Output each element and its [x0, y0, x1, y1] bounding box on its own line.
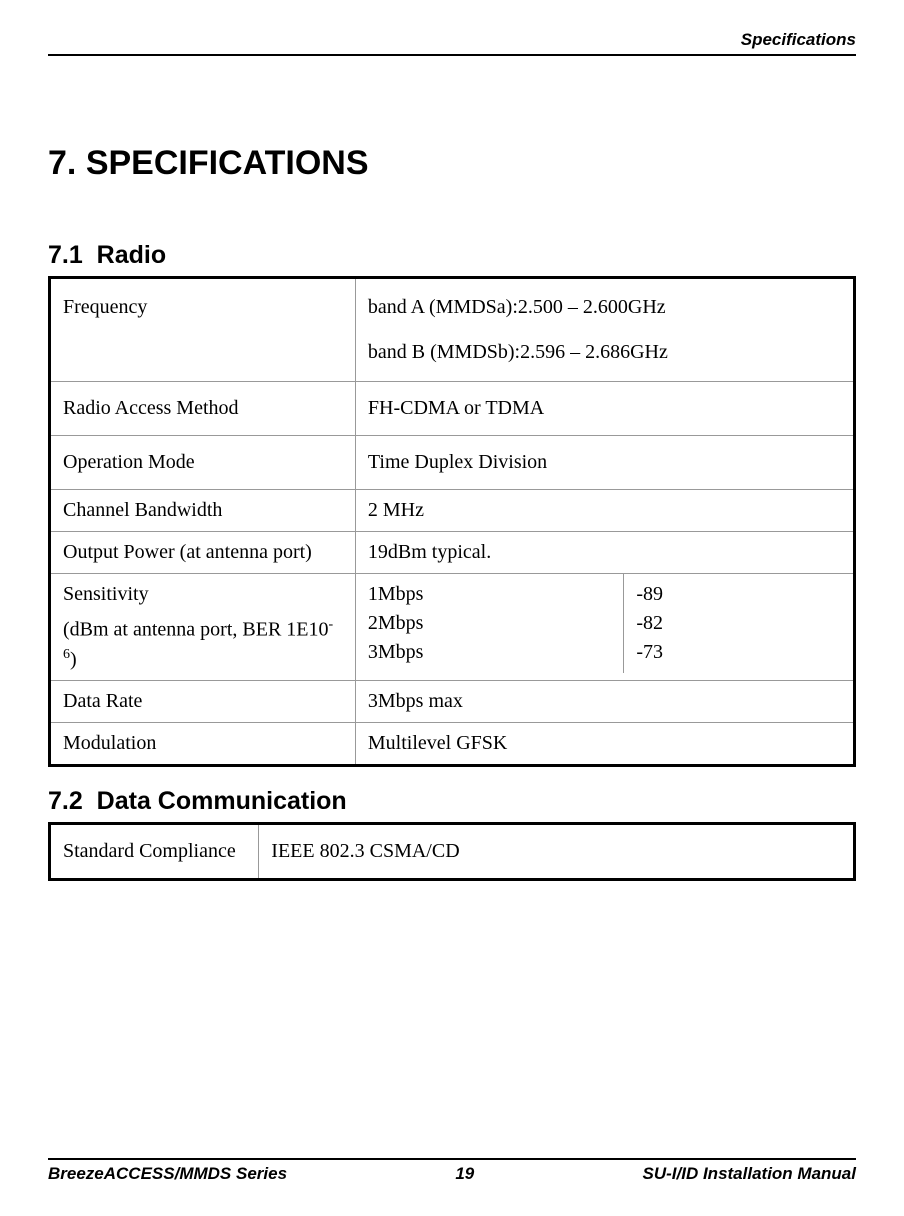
header-text: Specifications	[741, 30, 856, 50]
table-row: Sensitivity (dBm at antenna port, BER 1E…	[50, 574, 855, 681]
spec-label: Operation Mode	[50, 436, 356, 490]
sensitivity-values: -89 -82 -73	[624, 574, 853, 673]
sensitivity-note: (dBm at antenna port, BER 1E10-6)	[63, 615, 343, 674]
spec-label: Output Power (at antenna port)	[50, 532, 356, 574]
radio-spec-table: Frequency band A (MMDSa):2.500 – 2.600GH…	[48, 276, 856, 767]
table-row: Standard Compliance IEEE 802.3 CSMA/CD	[50, 824, 855, 880]
spec-value: band A (MMDSa):2.500 – 2.600GHz band B (…	[355, 278, 854, 382]
spec-value: 2 MHz	[355, 490, 854, 532]
footer-page-number: 19	[455, 1164, 474, 1184]
spec-value: Time Duplex Division	[355, 436, 854, 490]
chapter-title-text: SPECIFICATIONS	[86, 144, 369, 182]
data-comm-table: Standard Compliance IEEE 802.3 CSMA/CD	[48, 822, 856, 881]
spec-label: Radio Access Method	[50, 382, 356, 436]
table-row: Modulation Multilevel GFSK	[50, 723, 855, 766]
table-row: Channel Bandwidth 2 MHz	[50, 490, 855, 532]
spec-label: Channel Bandwidth	[50, 490, 356, 532]
sensitivity-label: Sensitivity	[63, 583, 149, 605]
table-row: Output Power (at antenna port) 19dBm typ…	[50, 532, 855, 574]
spec-value: 19dBm typical.	[355, 532, 854, 574]
footer-left: BreezeACCESS/MMDS Series	[48, 1164, 287, 1184]
table-row: Frequency band A (MMDSa):2.500 – 2.600GH…	[50, 278, 855, 382]
spec-value: 1Mbps 2Mbps 3Mbps -89 -82 -73	[355, 574, 854, 681]
section-radio-title-text: Radio	[97, 241, 166, 269]
spec-label: Frequency	[50, 278, 356, 382]
spec-label: Sensitivity (dBm at antenna port, BER 1E…	[50, 574, 356, 681]
section-datacomm-title: 7.2 Data Communication	[48, 787, 856, 816]
spec-label: Standard Compliance	[50, 824, 259, 880]
section-datacomm-number: 7.2	[48, 787, 83, 815]
spec-value: IEEE 802.3 CSMA/CD	[259, 824, 855, 880]
section-radio-title: 7.1 Radio	[48, 241, 856, 270]
table-row: Operation Mode Time Duplex Division	[50, 436, 855, 490]
spec-label: Modulation	[50, 723, 356, 766]
spec-label: Data Rate	[50, 681, 356, 723]
page-header: Specifications	[48, 30, 856, 56]
freq-line-2: band B (MMDSb):2.596 – 2.686GHz	[368, 338, 841, 367]
table-row: Data Rate 3Mbps max	[50, 681, 855, 723]
chapter-title: 7. SPECIFICATIONS	[48, 144, 856, 183]
page-footer: BreezeACCESS/MMDS Series 19 SU-I/ID Inst…	[48, 1158, 856, 1184]
footer-right: SU-I/ID Installation Manual	[643, 1164, 856, 1184]
table-row: Radio Access Method FH-CDMA or TDMA	[50, 382, 855, 436]
sensitivity-rates: 1Mbps 2Mbps 3Mbps	[356, 574, 624, 673]
section-datacomm-title-text: Data Communication	[97, 787, 347, 815]
chapter-number: 7.	[48, 144, 76, 182]
spec-value: FH-CDMA or TDMA	[355, 382, 854, 436]
spec-value: Multilevel GFSK	[355, 723, 854, 766]
spec-value: 3Mbps max	[355, 681, 854, 723]
section-radio-number: 7.1	[48, 241, 83, 269]
freq-line-1: band A (MMDSa):2.500 – 2.600GHz	[368, 296, 666, 318]
